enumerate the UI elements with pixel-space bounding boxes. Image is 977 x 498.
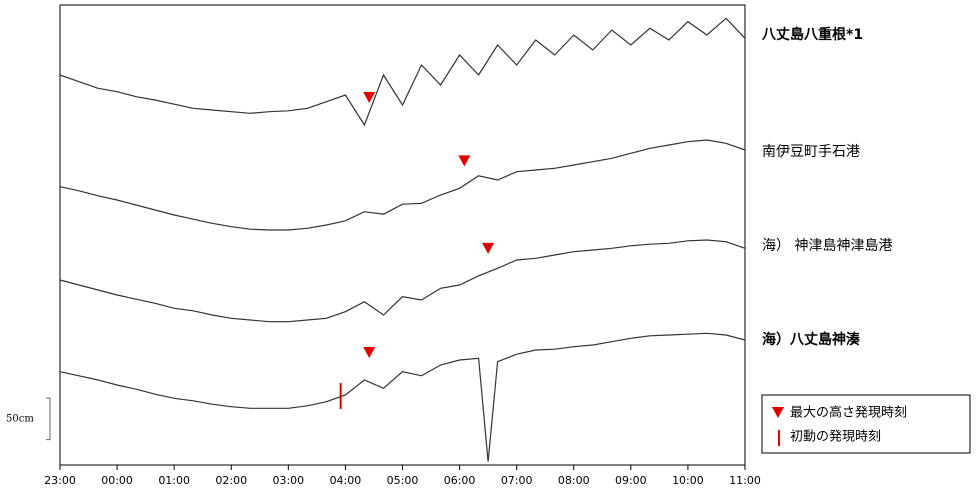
waveform (59, 17, 746, 127)
station-label: 南伊豆町手石港 (762, 144, 860, 160)
station-label: 海）八丈島神湊 (762, 331, 860, 348)
legend-label: 最大の高さ発現時刻 (790, 405, 907, 421)
x-tick-label: 10:00 (672, 474, 704, 487)
waveform (59, 332, 746, 462)
x-tick-label: 08:00 (558, 474, 590, 487)
scale-bar-label: 50cm (6, 413, 34, 424)
x-tick-label: 07:00 (501, 474, 533, 487)
x-tick-label: 03:00 (272, 474, 304, 487)
waveform (59, 239, 746, 323)
x-tick-label: 02:00 (215, 474, 247, 487)
max-height-marker (482, 242, 495, 254)
waveform (59, 139, 746, 231)
station-label: 八丈島八重根*1 (761, 26, 863, 43)
x-tick-label: 09:00 (615, 474, 647, 487)
station-label: 海） 神津島神津島港 (762, 238, 892, 254)
max-height-marker (363, 92, 376, 103)
legend-box (761, 394, 971, 454)
scale-bar (46, 397, 51, 441)
legend-label: 初動の発現時刻 (790, 430, 881, 445)
x-tick-label: 11:00 (729, 474, 761, 487)
x-tick-label: 04:00 (330, 474, 362, 487)
x-tick-label: 00:00 (101, 474, 133, 487)
max-height-marker (458, 155, 471, 167)
x-tick-label: 01:00 (158, 474, 190, 487)
max-height-marker (363, 347, 376, 358)
x-tick-label: 06:00 (444, 474, 476, 487)
x-tick-label: 05:00 (387, 474, 419, 487)
x-tick-label: 23:00 (44, 474, 76, 487)
legend-triangle (772, 407, 784, 418)
